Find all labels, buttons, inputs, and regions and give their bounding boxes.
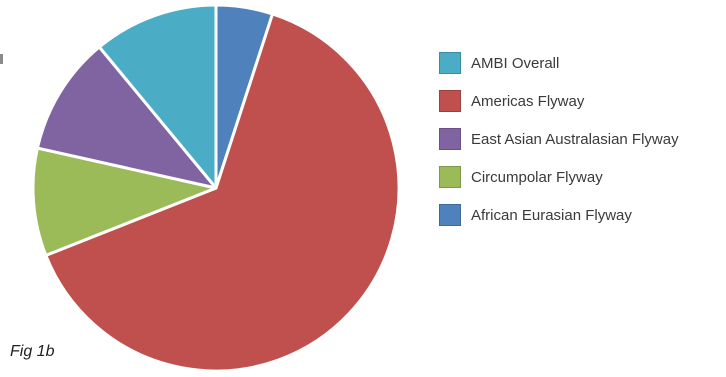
legend-swatch: [439, 90, 461, 112]
legend-label: AMBI Overall: [471, 54, 560, 72]
legend-label: Americas Flyway: [471, 92, 585, 110]
edge-mark: [0, 54, 3, 64]
legend-label: Circumpolar Flyway: [471, 168, 603, 186]
pie-slice-circumpolar-flyway: [31, 146, 218, 257]
legend-item-americas-flyway: Americas Flyway: [439, 82, 679, 120]
legend-swatch: [439, 204, 461, 226]
legend-item-ambi-overall: AMBI Overall: [439, 44, 679, 82]
legend-item-circumpolar-flyway: Circumpolar Flyway: [439, 158, 679, 196]
pie-slice-ambi-overall: [97, 3, 218, 190]
chart-legend: AMBI Overall Americas Flyway East Asian Au…: [439, 44, 679, 234]
legend-swatch: [439, 128, 461, 150]
legend-label: African Eurasian Flyway: [471, 206, 632, 224]
legend-label: East Asian Australasian Flyway: [471, 130, 679, 148]
pie-chart: [31, 3, 401, 373]
legend-item-african-eurasian-flyway: African Eurasian Flyway: [439, 196, 679, 234]
figure-caption: Fig 1b: [10, 343, 55, 360]
legend-swatch: [439, 52, 461, 74]
legend-item-east-asian-australasian-flyway: East Asian Australasian Flyway: [439, 120, 679, 158]
legend-swatch: [439, 166, 461, 188]
pie-slice-americas-flyway: [44, 12, 401, 373]
pie-slice-east-asian-australasian-flyway: [35, 45, 218, 190]
